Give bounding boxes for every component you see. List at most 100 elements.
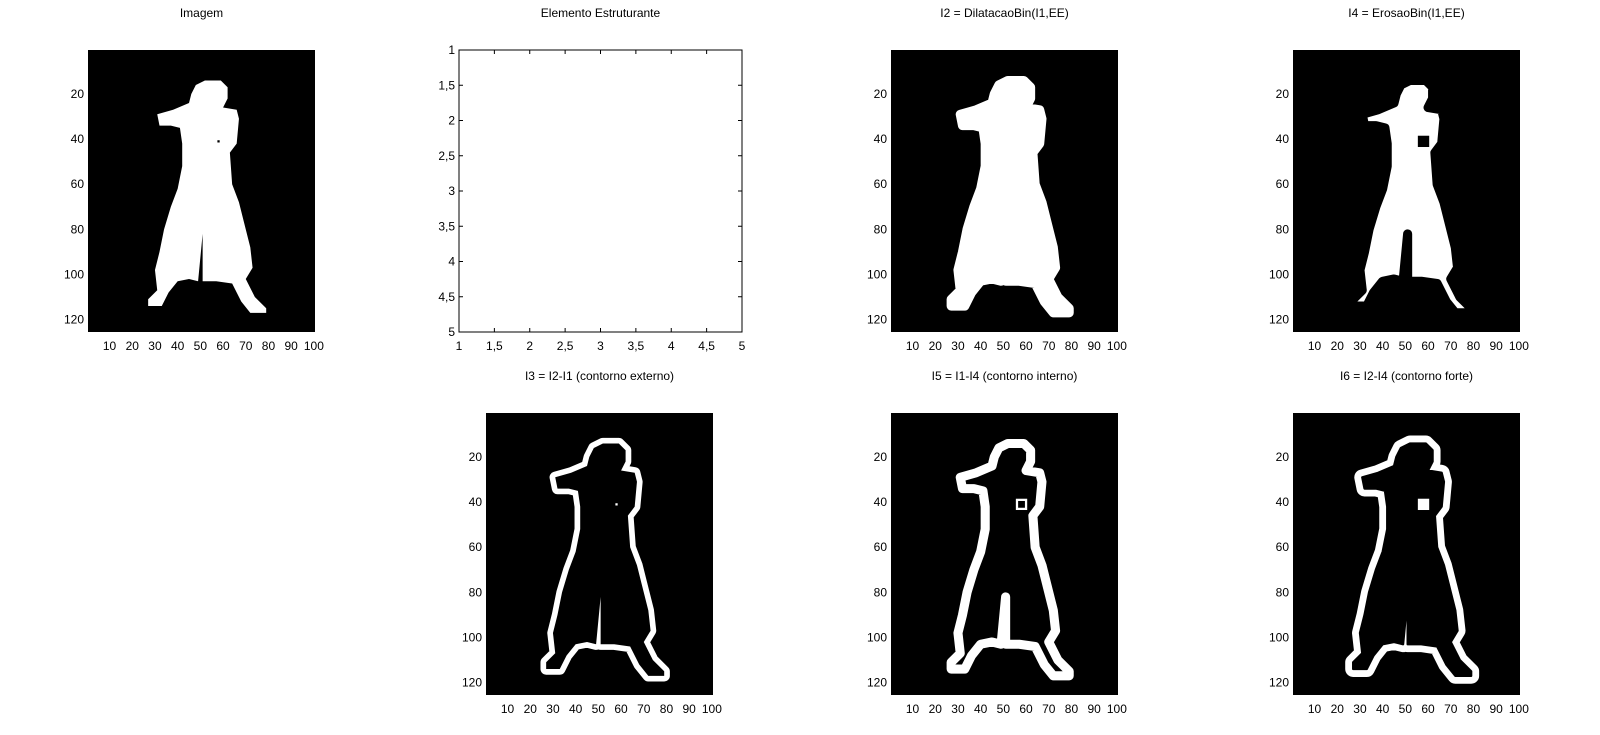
panel-4: I3 = I2-I1 (contorno externo) 10 20 30 40 50 6… xyxy=(462,369,722,716)
x-tick-label: 20 xyxy=(1331,702,1345,716)
panel-title: I4 = ErosaoBin(I1,EE) xyxy=(1348,6,1464,20)
x-tick-label: 30 xyxy=(546,702,560,716)
y-tick-label: 20 xyxy=(1276,87,1290,101)
x-tick-label: 100 xyxy=(304,339,324,353)
x-tick-label: 3,5 xyxy=(628,339,645,353)
y-tick-label: 20 xyxy=(469,450,483,464)
x-tick-label: 70 xyxy=(1042,702,1056,716)
x-tick-label: 60 xyxy=(1019,702,1033,716)
x-tick-label: 80 xyxy=(1065,339,1079,353)
x-tick-label: 90 xyxy=(682,702,696,716)
y-tick-label: 40 xyxy=(874,495,888,509)
y-tick-label: 120 xyxy=(64,313,84,327)
y-tick-label: 4,5 xyxy=(438,290,455,304)
panel-title: I3 = I2-I1 (contorno externo) xyxy=(525,369,674,383)
y-tick-label: 40 xyxy=(1276,495,1290,509)
x-tick-label: 100 xyxy=(1107,702,1127,716)
x-tick-label: 30 xyxy=(1353,339,1367,353)
x-tick-label: 50 xyxy=(1399,339,1413,353)
y-tick-label: 60 xyxy=(71,177,85,191)
x-tick-label: 90 xyxy=(1087,702,1101,716)
x-tick-label: 40 xyxy=(1376,702,1390,716)
x-tick-label: 100 xyxy=(1509,339,1529,353)
x-tick-label: 70 xyxy=(1042,339,1056,353)
panel-title: I2 = DilatacaoBin(I1,EE) xyxy=(940,6,1068,20)
x-tick-label: 30 xyxy=(1353,702,1367,716)
y-tick-label: 120 xyxy=(867,676,887,690)
y-tick-label: 80 xyxy=(469,585,483,599)
x-tick-label: 100 xyxy=(702,702,722,716)
y-tick-label: 80 xyxy=(1276,222,1290,236)
x-tick-label: 10 xyxy=(501,702,515,716)
y-tick-label: 120 xyxy=(1269,676,1289,690)
x-tick-label: 70 xyxy=(1444,339,1458,353)
y-tick-label: 40 xyxy=(874,132,888,146)
x-tick-label: 60 xyxy=(614,702,628,716)
y-tick-label: 40 xyxy=(469,495,483,509)
x-tick-label: 20 xyxy=(929,702,943,716)
y-tick-label: 100 xyxy=(867,630,887,644)
x-tick-label: 5 xyxy=(739,339,746,353)
panel-2: I2 = DilatacaoBin(I1,EE) 10 20 30 40 50 60 70 80… xyxy=(867,6,1127,353)
x-tick-label: 50 xyxy=(194,339,208,353)
x-tick-label: 1,5 xyxy=(486,339,503,353)
x-tick-label: 80 xyxy=(1467,702,1481,716)
image-area xyxy=(459,50,742,332)
x-tick-label: 80 xyxy=(660,702,674,716)
x-tick-label: 40 xyxy=(569,702,583,716)
panel-5: I5 = I1-I4 (contorno interno)10 20 30 40 50 6… xyxy=(867,369,1127,716)
x-tick-label: 10 xyxy=(906,702,920,716)
panel-title: Imagem xyxy=(180,6,223,20)
panel-title: Elemento Estruturante xyxy=(541,6,661,20)
x-tick-label: 10 xyxy=(1308,702,1322,716)
y-tick-label: 20 xyxy=(71,87,85,101)
y-tick-label: 40 xyxy=(1276,132,1290,146)
y-tick-label: 100 xyxy=(462,630,482,644)
x-tick-label: 10 xyxy=(103,339,117,353)
x-tick-label: 60 xyxy=(1421,339,1435,353)
y-tick-label: 60 xyxy=(1276,177,1290,191)
x-tick-label: 50 xyxy=(1399,702,1413,716)
y-tick-label: 60 xyxy=(469,540,483,554)
x-tick-label: 40 xyxy=(171,339,185,353)
x-tick-label: 90 xyxy=(1489,339,1503,353)
panel-6: I6 = I2-I4 (contorno forte) 10 20 30 40 50 60 7… xyxy=(1269,369,1529,716)
y-tick-label: 120 xyxy=(462,676,482,690)
x-tick-label: 50 xyxy=(997,702,1011,716)
y-tick-label: 100 xyxy=(867,267,887,281)
y-tick-label: 20 xyxy=(874,87,888,101)
x-tick-label: 1 xyxy=(456,339,463,353)
hole-square xyxy=(1418,136,1429,147)
x-tick-label: 70 xyxy=(239,339,253,353)
x-tick-label: 100 xyxy=(1107,339,1127,353)
x-tick-label: 40 xyxy=(974,339,988,353)
y-tick-label: 4 xyxy=(448,255,455,269)
x-tick-label: 4 xyxy=(668,339,675,353)
x-tick-label: 70 xyxy=(1444,702,1458,716)
x-tick-label: 2,5 xyxy=(557,339,574,353)
x-tick-label: 100 xyxy=(1509,702,1529,716)
y-tick-label: 120 xyxy=(1269,313,1289,327)
y-tick-label: 80 xyxy=(874,585,888,599)
y-tick-label: 80 xyxy=(71,222,85,236)
panel-3: I4 = ErosaoBin(I1,EE) 10 20 30 40 50 60 70 80 90 1… xyxy=(1269,6,1529,353)
y-tick-label: 1,5 xyxy=(438,78,455,92)
x-tick-label: 40 xyxy=(974,702,988,716)
panel-title: I5 = I1-I4 (contorno interno) xyxy=(932,369,1078,383)
y-tick-label: 40 xyxy=(71,132,85,146)
y-tick-label: 60 xyxy=(1276,540,1290,554)
x-tick-label: 50 xyxy=(997,339,1011,353)
x-tick-label: 80 xyxy=(1467,339,1481,353)
y-tick-label: 1 xyxy=(448,43,455,57)
y-tick-label: 20 xyxy=(1276,450,1290,464)
x-tick-label: 20 xyxy=(1331,339,1345,353)
x-tick-label: 4,5 xyxy=(698,339,715,353)
x-tick-label: 60 xyxy=(1421,702,1435,716)
x-tick-label: 10 xyxy=(1308,339,1322,353)
y-tick-label: 100 xyxy=(1269,267,1289,281)
x-tick-label: 80 xyxy=(262,339,276,353)
y-tick-label: 5 xyxy=(448,325,455,339)
x-tick-label: 20 xyxy=(524,702,538,716)
hole-dot xyxy=(217,140,219,142)
